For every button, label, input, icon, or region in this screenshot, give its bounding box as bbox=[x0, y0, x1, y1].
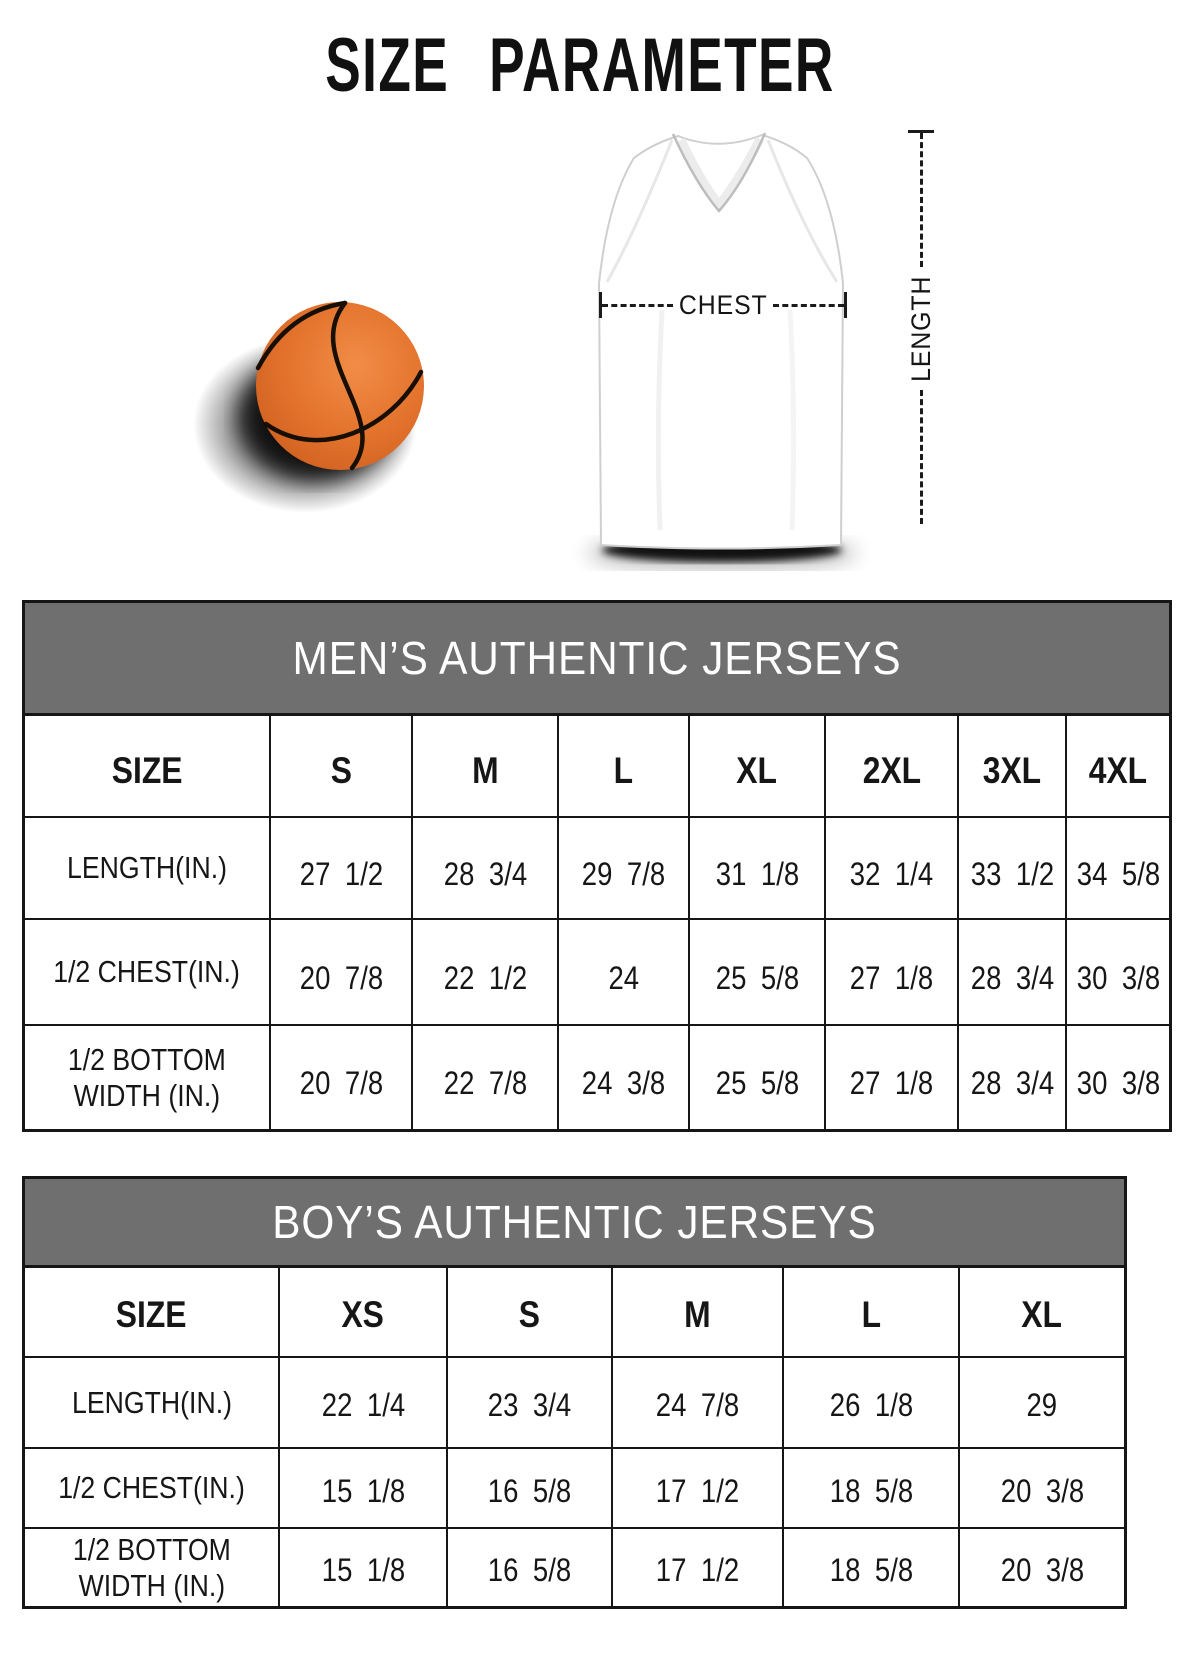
boys-size-header-cell: SIZE bbox=[25, 1268, 278, 1356]
jersey-icon bbox=[587, 132, 857, 568]
mens-bottom-3xl: 28 3/4 bbox=[959, 1026, 1065, 1129]
boys-col-header-s: S bbox=[448, 1268, 611, 1356]
length-dash-top bbox=[919, 133, 923, 267]
boys-table-grid: SIZE XS S M L XL LENGTH(IN.) 22 1/4 23 3… bbox=[25, 1268, 1124, 1606]
mens-length-xl: 31 1/8 bbox=[690, 818, 824, 918]
mens-chest-xl: 25 5/8 bbox=[690, 920, 824, 1024]
boys-bottom-xs: 15 1/8 bbox=[280, 1529, 446, 1606]
size-diagram-graphic bbox=[193, 132, 857, 568]
boys-row-label-length: LENGTH(IN.) bbox=[25, 1358, 278, 1447]
chest-dash-right bbox=[773, 303, 845, 307]
mens-table-title: MEN’S AUTHENTIC JERSEYS bbox=[292, 632, 902, 684]
boys-length-s: 23 3/4 bbox=[448, 1358, 611, 1447]
mens-row-label-bottom: 1/2 BOTTOM WIDTH (IN.) bbox=[25, 1026, 269, 1129]
mens-col-header-m: M bbox=[413, 716, 557, 816]
boys-chest-l: 18 5/8 bbox=[784, 1449, 958, 1527]
mens-bottom-s: 20 7/8 bbox=[271, 1026, 411, 1129]
boys-col-header-xs: XS bbox=[280, 1268, 446, 1356]
page-title: SIZE PARAMETER bbox=[325, 23, 835, 108]
mens-length-4xl: 34 5/8 bbox=[1067, 818, 1169, 918]
mens-bottom-l: 24 3/8 bbox=[559, 1026, 688, 1129]
mens-length-s: 27 1/2 bbox=[271, 818, 411, 918]
basketball-icon bbox=[193, 300, 424, 513]
mens-row-label-length: LENGTH(IN.) bbox=[25, 818, 269, 918]
mens-col-header-l: L bbox=[559, 716, 688, 816]
mens-row-label-chest: 1/2 CHEST(IN.) bbox=[25, 920, 269, 1024]
boys-chest-xs: 15 1/8 bbox=[280, 1449, 446, 1527]
mens-col-header-3xl: 3XL bbox=[959, 716, 1065, 816]
mens-chest-3xl: 28 3/4 bbox=[959, 920, 1065, 1024]
mens-length-3xl: 33 1/2 bbox=[959, 818, 1065, 918]
boys-table-title-band: BOY’S AUTHENTIC JERSEYS bbox=[25, 1179, 1124, 1265]
chest-dash-left bbox=[602, 303, 673, 307]
boys-length-m: 24 7/8 bbox=[613, 1358, 782, 1447]
mens-chest-2xl: 27 1/8 bbox=[826, 920, 957, 1024]
mens-length-2xl: 32 1/4 bbox=[826, 818, 957, 918]
chest-label: CHEST bbox=[678, 289, 768, 320]
boys-length-xs: 22 1/4 bbox=[280, 1358, 446, 1447]
boys-bottom-xl: 20 3/8 bbox=[960, 1529, 1124, 1606]
boys-chest-xl: 20 3/8 bbox=[960, 1449, 1124, 1527]
chest-right-tick bbox=[844, 292, 848, 318]
mens-chest-s: 20 7/8 bbox=[271, 920, 411, 1024]
boys-bottom-l: 18 5/8 bbox=[784, 1529, 958, 1606]
boys-size-table: BOY’S AUTHENTIC JERSEYS SIZE XS S M L XL… bbox=[22, 1176, 1127, 1609]
length-label: LENGTH bbox=[905, 275, 936, 382]
mens-size-header-cell: SIZE bbox=[25, 716, 269, 816]
mens-chest-4xl: 30 3/8 bbox=[1067, 920, 1169, 1024]
boys-table-title: BOY’S AUTHENTIC JERSEYS bbox=[272, 1196, 877, 1248]
mens-bottom-2xl: 27 1/8 bbox=[826, 1026, 957, 1129]
boys-chest-s: 16 5/8 bbox=[448, 1449, 611, 1527]
mens-col-header-4xl: 4XL bbox=[1067, 716, 1169, 816]
mens-table-title-band: MEN’S AUTHENTIC JERSEYS bbox=[25, 603, 1169, 713]
mens-chest-l: 24 bbox=[559, 920, 688, 1024]
boys-length-xl: 29 bbox=[960, 1358, 1124, 1447]
length-measure-line: LENGTH bbox=[903, 130, 939, 524]
mens-table-grid: SIZE S M L XL 2XL 3XL 4XL LENGTH(IN.) 27… bbox=[25, 716, 1169, 1129]
boys-bottom-s: 16 5/8 bbox=[448, 1529, 611, 1606]
mens-length-m: 28 3/4 bbox=[413, 818, 557, 918]
mens-bottom-m: 22 7/8 bbox=[413, 1026, 557, 1129]
boys-row-label-bottom: 1/2 BOTTOM WIDTH (IN.) bbox=[25, 1529, 278, 1606]
mens-chest-m: 22 1/2 bbox=[413, 920, 557, 1024]
mens-size-table: MEN’S AUTHENTIC JERSEYS SIZE S M L XL 2X… bbox=[22, 600, 1172, 1132]
length-top-tick bbox=[908, 130, 934, 133]
mens-bottom-xl: 25 5/8 bbox=[690, 1026, 824, 1129]
length-dash-bottom bbox=[919, 390, 923, 524]
mens-col-header-xl: XL bbox=[690, 716, 824, 816]
boys-col-header-m: M bbox=[613, 1268, 782, 1356]
boys-row-label-chest: 1/2 CHEST(IN.) bbox=[25, 1449, 278, 1527]
mens-col-header-s: S bbox=[271, 716, 411, 816]
mens-bottom-4xl: 30 3/8 bbox=[1067, 1026, 1169, 1129]
boys-col-header-xl: XL bbox=[960, 1268, 1124, 1356]
boys-bottom-m: 17 1/2 bbox=[613, 1529, 782, 1606]
mens-length-l: 29 7/8 bbox=[559, 818, 688, 918]
boys-col-header-l: L bbox=[784, 1268, 958, 1356]
boys-chest-m: 17 1/2 bbox=[613, 1449, 782, 1527]
mens-col-header-2xl: 2XL bbox=[826, 716, 957, 816]
boys-length-l: 26 1/8 bbox=[784, 1358, 958, 1447]
chest-measure-line: CHEST bbox=[599, 289, 848, 320]
chest-left-tick bbox=[599, 292, 602, 318]
